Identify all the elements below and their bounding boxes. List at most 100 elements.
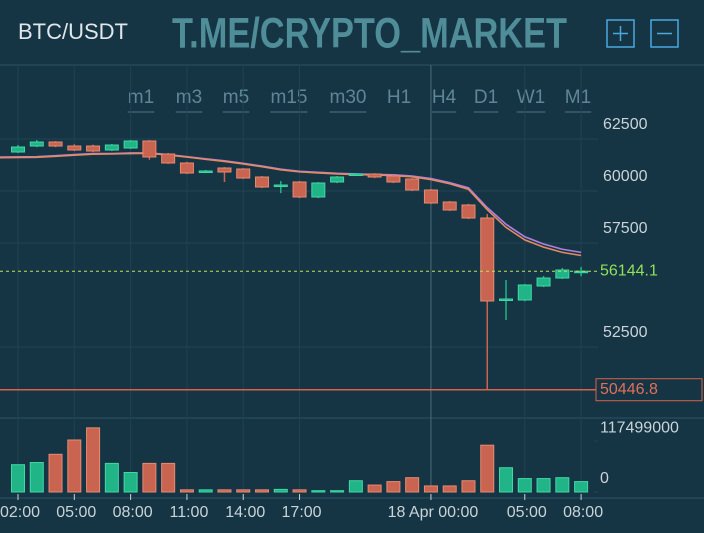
- watermark: T.ME/CRYPTO_MARKET: [172, 9, 567, 57]
- y-tick-label: 62500: [603, 116, 648, 133]
- low-price-box: [595, 378, 703, 402]
- volume-bar: [67, 439, 82, 493]
- timeframe-tab[interactable]: D1: [474, 87, 498, 108]
- volume-bar: [255, 489, 270, 493]
- candle-body: [48, 141, 63, 147]
- volume-bar: [442, 485, 457, 493]
- timeframe-tab[interactable]: m15: [271, 87, 308, 108]
- x-tick-label: 05:00: [507, 504, 547, 521]
- plus-icon[interactable]: [613, 26, 628, 41]
- volume-bar: [86, 427, 101, 493]
- candle-body: [574, 270, 589, 274]
- x-tick-label: 08:00: [113, 504, 153, 521]
- volume-bar: [348, 480, 363, 493]
- volume-bar: [330, 490, 345, 493]
- volume-bar: [123, 472, 138, 493]
- volume-bar: [423, 485, 438, 493]
- volume-bar: [536, 478, 551, 493]
- volume-bar: [48, 453, 63, 493]
- x-tick-label: 11:00: [170, 504, 209, 521]
- volume-bar: [499, 467, 514, 493]
- candle-body: [480, 217, 495, 302]
- candle-body: [348, 173, 363, 177]
- candle-body: [273, 184, 288, 188]
- volume-bar: [161, 462, 176, 493]
- volume-bar: [217, 489, 232, 493]
- volume-bar: [461, 480, 476, 493]
- x-tick-label: 18 Apr 00:00: [388, 504, 479, 521]
- candle-body: [236, 168, 251, 179]
- candle-body: [11, 146, 25, 153]
- zoom-out-button[interactable]: [650, 19, 679, 48]
- candle-body: [104, 144, 119, 151]
- symbol: BTC/USDT: [18, 19, 128, 44]
- y-tick-label: 57500: [603, 220, 648, 237]
- x-tick-label: 14:00: [225, 504, 265, 521]
- x-tick-label: 17:00: [282, 504, 322, 521]
- volume-bar: [386, 481, 401, 493]
- x-tick-label: 05:00: [56, 504, 96, 521]
- candle-body: [255, 176, 270, 188]
- timeframe-tab[interactable]: H4: [432, 87, 457, 108]
- timeframe-tab[interactable]: m3: [176, 87, 202, 108]
- timeframe-tab[interactable]: H1: [387, 87, 411, 108]
- volume-bar: [555, 477, 570, 493]
- volume-bar: [236, 489, 251, 493]
- volume-bar: [29, 462, 44, 493]
- candle-body: [86, 145, 101, 152]
- candle-body: [442, 201, 457, 211]
- candle-body: [179, 162, 194, 174]
- timeframe-tab[interactable]: m5: [223, 87, 249, 108]
- y-tick-label: 60000: [603, 168, 648, 185]
- ma-line: [0, 152, 582, 257]
- volume-bar: [11, 464, 25, 493]
- volume-bar: [292, 489, 307, 493]
- candle-body: [386, 175, 401, 183]
- candle-body: [67, 145, 82, 151]
- volume-bar: [273, 488, 288, 493]
- candle-body: [198, 170, 213, 174]
- y-tick-label: 52500: [603, 324, 648, 341]
- last-price-label: 56144.1: [600, 262, 658, 279]
- volume-tick-label: 117499000: [600, 419, 679, 436]
- timeframe-tab[interactable]: m1: [128, 87, 154, 108]
- candle-body: [161, 153, 176, 164]
- candle-body: [29, 141, 44, 147]
- candle-body: [367, 173, 382, 178]
- volume-bar: [574, 481, 589, 493]
- low-price-label: 50446.8: [600, 381, 658, 398]
- candle-body: [517, 284, 532, 301]
- volume-tick-label: 0: [600, 470, 609, 487]
- zoom-out-frame[interactable]: [650, 19, 679, 48]
- candle-body: [123, 140, 138, 149]
- candle-body: [536, 277, 551, 287]
- candle-body: [311, 182, 326, 198]
- candle-body: [405, 178, 420, 191]
- zoom-in-frame[interactable]: [606, 19, 635, 48]
- candle-body: [330, 176, 345, 183]
- x-tick-label: 02:00: [0, 504, 40, 521]
- volume-bar: [104, 462, 119, 493]
- candle-body: [555, 269, 570, 279]
- volume-bar: [179, 489, 194, 493]
- volume-bar: [405, 477, 420, 493]
- candle-body: [499, 298, 514, 301]
- volume-bar: [480, 444, 495, 493]
- timeframe-tab[interactable]: M1: [565, 87, 591, 108]
- candle-body: [423, 189, 438, 204]
- candle-body: [461, 204, 476, 219]
- candle-body: [142, 140, 157, 158]
- volume-bar: [198, 489, 213, 493]
- candle-body: [292, 181, 307, 198]
- volume-bar: [311, 490, 326, 493]
- volume-bar: [517, 478, 532, 493]
- x-tick-label: 08:00: [563, 504, 603, 521]
- timeframe-tab[interactable]: W1: [517, 87, 546, 108]
- candle-body: [217, 167, 232, 173]
- zoom-in-button[interactable]: [606, 19, 635, 48]
- timeframe-tab[interactable]: m30: [330, 87, 367, 108]
- volume-bar: [142, 462, 157, 493]
